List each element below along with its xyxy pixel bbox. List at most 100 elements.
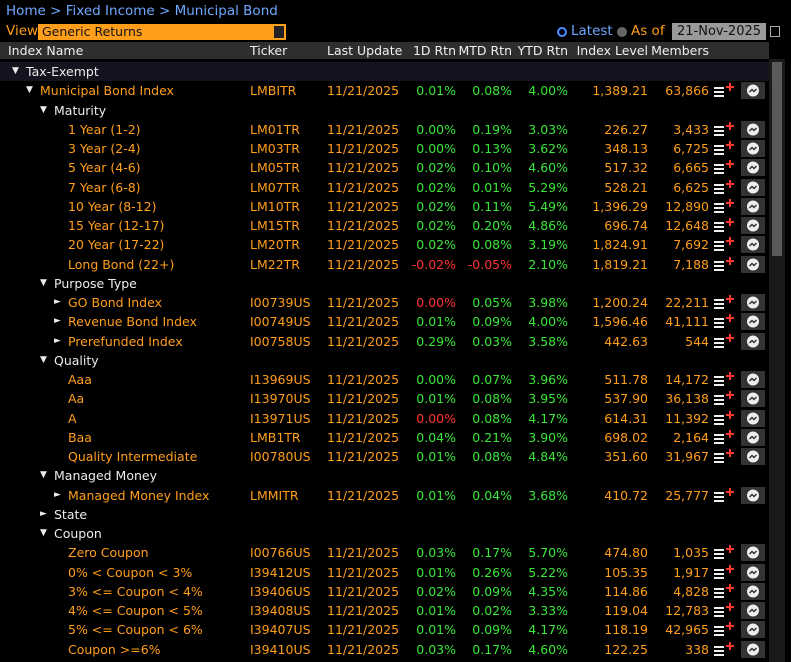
chart-icon[interactable] [741,294,765,311]
chart-icon[interactable] [741,140,765,157]
table-row[interactable]: ▼ Municipal Bond Index LMBITR 11/21/2025 0.0… [0,81,769,100]
tree-toggle[interactable]: ▼ [40,470,47,481]
add-to-list-icon[interactable] [713,622,735,637]
tree-toggle[interactable]: ► [54,297,61,307]
add-to-list-icon[interactable] [713,179,735,195]
table-row[interactable]: 1 Year (1-2) LM01TR 11/21/2025 0.00% 0.19% 3.… [0,120,769,139]
scroll-thumb[interactable] [772,62,782,256]
table-row[interactable]: 5% <= Coupon < 6% I39407US 11/21/2025 0.01%… [0,620,769,639]
table-row[interactable]: ► Revenue Bond Index I00749US 11/21/2025 0.0… [0,312,769,331]
chart-icon[interactable] [741,486,765,504]
chart-icon[interactable] [741,82,765,100]
add-to-list-icon[interactable] [713,333,735,349]
column-title[interactable]: YTD Rtn [517,43,568,58]
add-to-list-icon[interactable] [713,410,735,426]
chart-icon[interactable] [741,255,765,273]
chart-icon[interactable] [741,313,765,331]
column-title[interactable]: Index Name [8,43,84,58]
tree-toggle[interactable]: ▼ [26,85,33,96]
table-row[interactable]: ▼ Maturity [0,101,769,120]
table-row[interactable]: ▼ Tax-Exempt [0,62,769,81]
add-to-list-icon[interactable] [713,160,735,175]
column-title[interactable]: MTD Rtn [458,43,512,58]
add-to-list-icon[interactable] [713,295,735,310]
table-row[interactable]: ▼ Managed Money [0,466,769,485]
tree-toggle[interactable]: ▼ [40,528,47,538]
chart-icon[interactable] [741,197,765,215]
chart-icon[interactable] [741,371,765,388]
add-to-list-icon[interactable] [713,564,735,580]
table-row[interactable]: Aa I13970US 11/21/2025 0.01% 0.08% 3.95% 537.9… [0,389,769,408]
table-row[interactable]: 15 Year (12-17) LM15TR 11/21/2025 0.02% 0.20… [0,216,769,235]
table-row[interactable]: ► Prerefunded Index I00758US 11/21/2025 0.29… [0,332,769,351]
add-to-list-icon[interactable] [713,429,735,445]
table-row[interactable]: 5 Year (4-6) LM05TR 11/21/2025 0.02% 0.10% 4.… [0,158,769,177]
dropdown-arrow[interactable] [274,26,284,38]
chart-icon[interactable] [741,178,765,196]
add-to-list-icon[interactable] [713,545,735,560]
table-row[interactable]: 4% <= Coupon < 5% I39408US 11/21/2025 0.01%… [0,601,769,620]
tree-toggle[interactable]: ▼ [12,66,19,76]
table-row[interactable]: ► State [0,505,769,524]
add-to-list-icon[interactable] [713,487,735,503]
table-row[interactable]: 20 Year (17-22) LM20TR 11/21/2025 0.02% 0.08… [0,235,769,254]
latest-label[interactable]: Latest [571,23,613,39]
add-to-list-icon[interactable] [713,83,735,98]
table-row[interactable]: ▼ Coupon [0,524,769,543]
add-to-list-icon[interactable] [713,121,735,137]
chart-icon[interactable] [741,236,765,254]
column-title[interactable]: Members [651,43,709,58]
as-of-date[interactable]: 21-Nov-2025 [672,23,766,40]
add-to-list-icon[interactable] [713,218,735,233]
chart-icon[interactable] [741,428,765,446]
column-title[interactable]: Ticker [250,43,288,58]
table-row[interactable]: A I13971US 11/21/2025 0.00% 0.08% 4.17% 614.31… [0,409,769,428]
add-to-list-icon[interactable] [713,314,735,329]
as-of-label[interactable]: As of [631,23,665,39]
chart-icon[interactable] [741,448,765,465]
column-title[interactable]: 1D Rtn [412,43,456,58]
chart-icon[interactable] [741,602,765,619]
add-to-list-icon[interactable] [713,641,735,657]
column-title[interactable]: Index Level [576,43,648,58]
table-row[interactable]: Coupon >=6% I39410US 11/21/2025 0.03% 0.17% 4… [0,640,769,659]
table-row[interactable]: Aaa I13969US 11/21/2025 0.00% 0.07% 3.96% 511.… [0,370,769,389]
latest-radio[interactable] [557,27,567,37]
table-row[interactable]: Quality Intermediate I00780US 11/21/2025 0.… [0,447,769,466]
add-to-list-icon[interactable] [713,583,735,599]
table-row[interactable]: Baa LMB1TR 11/21/2025 0.04% 0.21% 3.90% 698.02… [0,428,769,447]
table-row[interactable]: Zero Coupon I00766US 11/21/2025 0.03% 0.17% 5… [0,543,769,562]
add-to-list-icon[interactable] [713,449,735,464]
chart-icon[interactable] [741,544,765,562]
chart-icon[interactable] [741,640,765,658]
chart-icon[interactable] [741,563,765,581]
add-to-list-icon[interactable] [713,603,735,618]
tree-toggle[interactable]: ► [54,489,61,500]
chart-icon[interactable] [741,159,765,177]
chart-icon[interactable] [741,390,765,408]
tree-toggle[interactable]: ► [40,508,47,519]
add-to-list-icon[interactable] [713,256,735,272]
chart-icon[interactable] [741,120,765,138]
tree-toggle[interactable]: ▼ [40,354,47,365]
chart-icon[interactable] [741,582,765,600]
table-row[interactable]: Long Bond (22+) LM22TR 11/21/2025 -0.02% -0.… [0,255,769,274]
table-row[interactable]: ► Managed Money Index LMMITR 11/21/2025 0.01… [0,486,769,505]
calendar-button[interactable] [770,26,780,37]
tree-toggle[interactable]: ▼ [40,277,47,288]
view-dropdown[interactable]: Generic Returns [38,24,286,40]
add-to-list-icon[interactable] [713,391,735,406]
tree-toggle[interactable]: ▼ [40,104,47,115]
table-row[interactable]: ▼ Quality [0,351,769,370]
table-row[interactable]: ► GO Bond Index I00739US 11/21/2025 0.00% 0.0… [0,293,769,312]
column-title[interactable]: Last Update [327,43,403,58]
breadcrumb[interactable]: Home > Fixed Income > Municipal Bond [6,3,278,19]
as-of-radio[interactable] [617,27,627,37]
chart-icon[interactable] [741,332,765,350]
chart-icon[interactable] [741,621,765,639]
tree-toggle[interactable]: ► [54,316,61,327]
table-row[interactable]: 3 Year (2-4) LM03TR 11/21/2025 0.00% 0.13% 3.… [0,139,769,158]
add-to-list-icon[interactable] [713,198,735,214]
add-to-list-icon[interactable] [713,372,735,387]
table-row[interactable]: 10 Year (8-12) LM10TR 11/21/2025 0.02% 0.11%… [0,197,769,216]
